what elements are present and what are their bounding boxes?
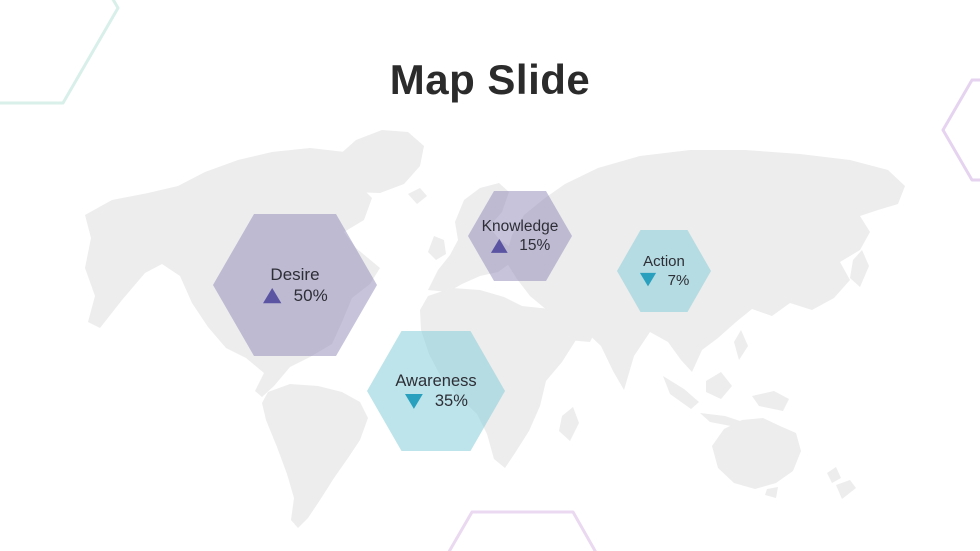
decor-hexagon-top-left — [0, 0, 120, 105]
island-sumatra — [663, 376, 699, 409]
marker-content: Action 7% — [639, 253, 690, 289]
marker-value: 35% — [434, 391, 468, 410]
marker-value-row: 15% — [490, 236, 551, 255]
island-tasmania — [765, 487, 778, 498]
triangle-down-icon — [639, 273, 656, 287]
marker-label: Knowledge — [481, 217, 559, 235]
island-madagascar — [559, 407, 579, 441]
page-title: Map Slide — [389, 56, 591, 103]
island-greenland — [334, 130, 424, 193]
continent-south-america — [262, 384, 368, 528]
marker-content: Desire 50% — [262, 264, 328, 306]
marker-content: Knowledge 15% — [482, 218, 559, 255]
marker-value: 15% — [519, 236, 551, 254]
island-java — [700, 413, 740, 427]
marker-label: Awareness — [395, 371, 477, 390]
marker-value: 50% — [293, 285, 328, 305]
marker-awareness: Awareness 35% — [367, 331, 505, 451]
island-britain — [428, 236, 446, 260]
decor-hexagon-right — [941, 78, 980, 182]
triangle-up-icon — [263, 287, 282, 303]
marker-action: Action 7% — [617, 230, 711, 312]
marker-value-row: 35% — [404, 392, 468, 411]
triangle-down-icon — [405, 393, 423, 409]
marker-value-row: 7% — [639, 271, 690, 289]
island-new-zealand-north — [827, 467, 841, 483]
marker-value: 7% — [667, 271, 690, 289]
island-iceland — [408, 188, 427, 204]
marker-label: Action — [643, 253, 685, 271]
island-new-guinea — [752, 391, 789, 411]
decor-hexagon-bottom — [447, 510, 597, 551]
marker-label: Desire — [270, 264, 320, 284]
island-new-zealand-south — [836, 480, 856, 499]
island-japan — [850, 250, 869, 287]
continent-australia — [712, 418, 801, 489]
triangle-up-icon — [490, 238, 508, 253]
marker-content: Awareness 35% — [395, 372, 476, 411]
marker-value-row: 50% — [262, 285, 328, 306]
island-borneo — [706, 372, 732, 399]
island-philippines — [734, 330, 748, 360]
